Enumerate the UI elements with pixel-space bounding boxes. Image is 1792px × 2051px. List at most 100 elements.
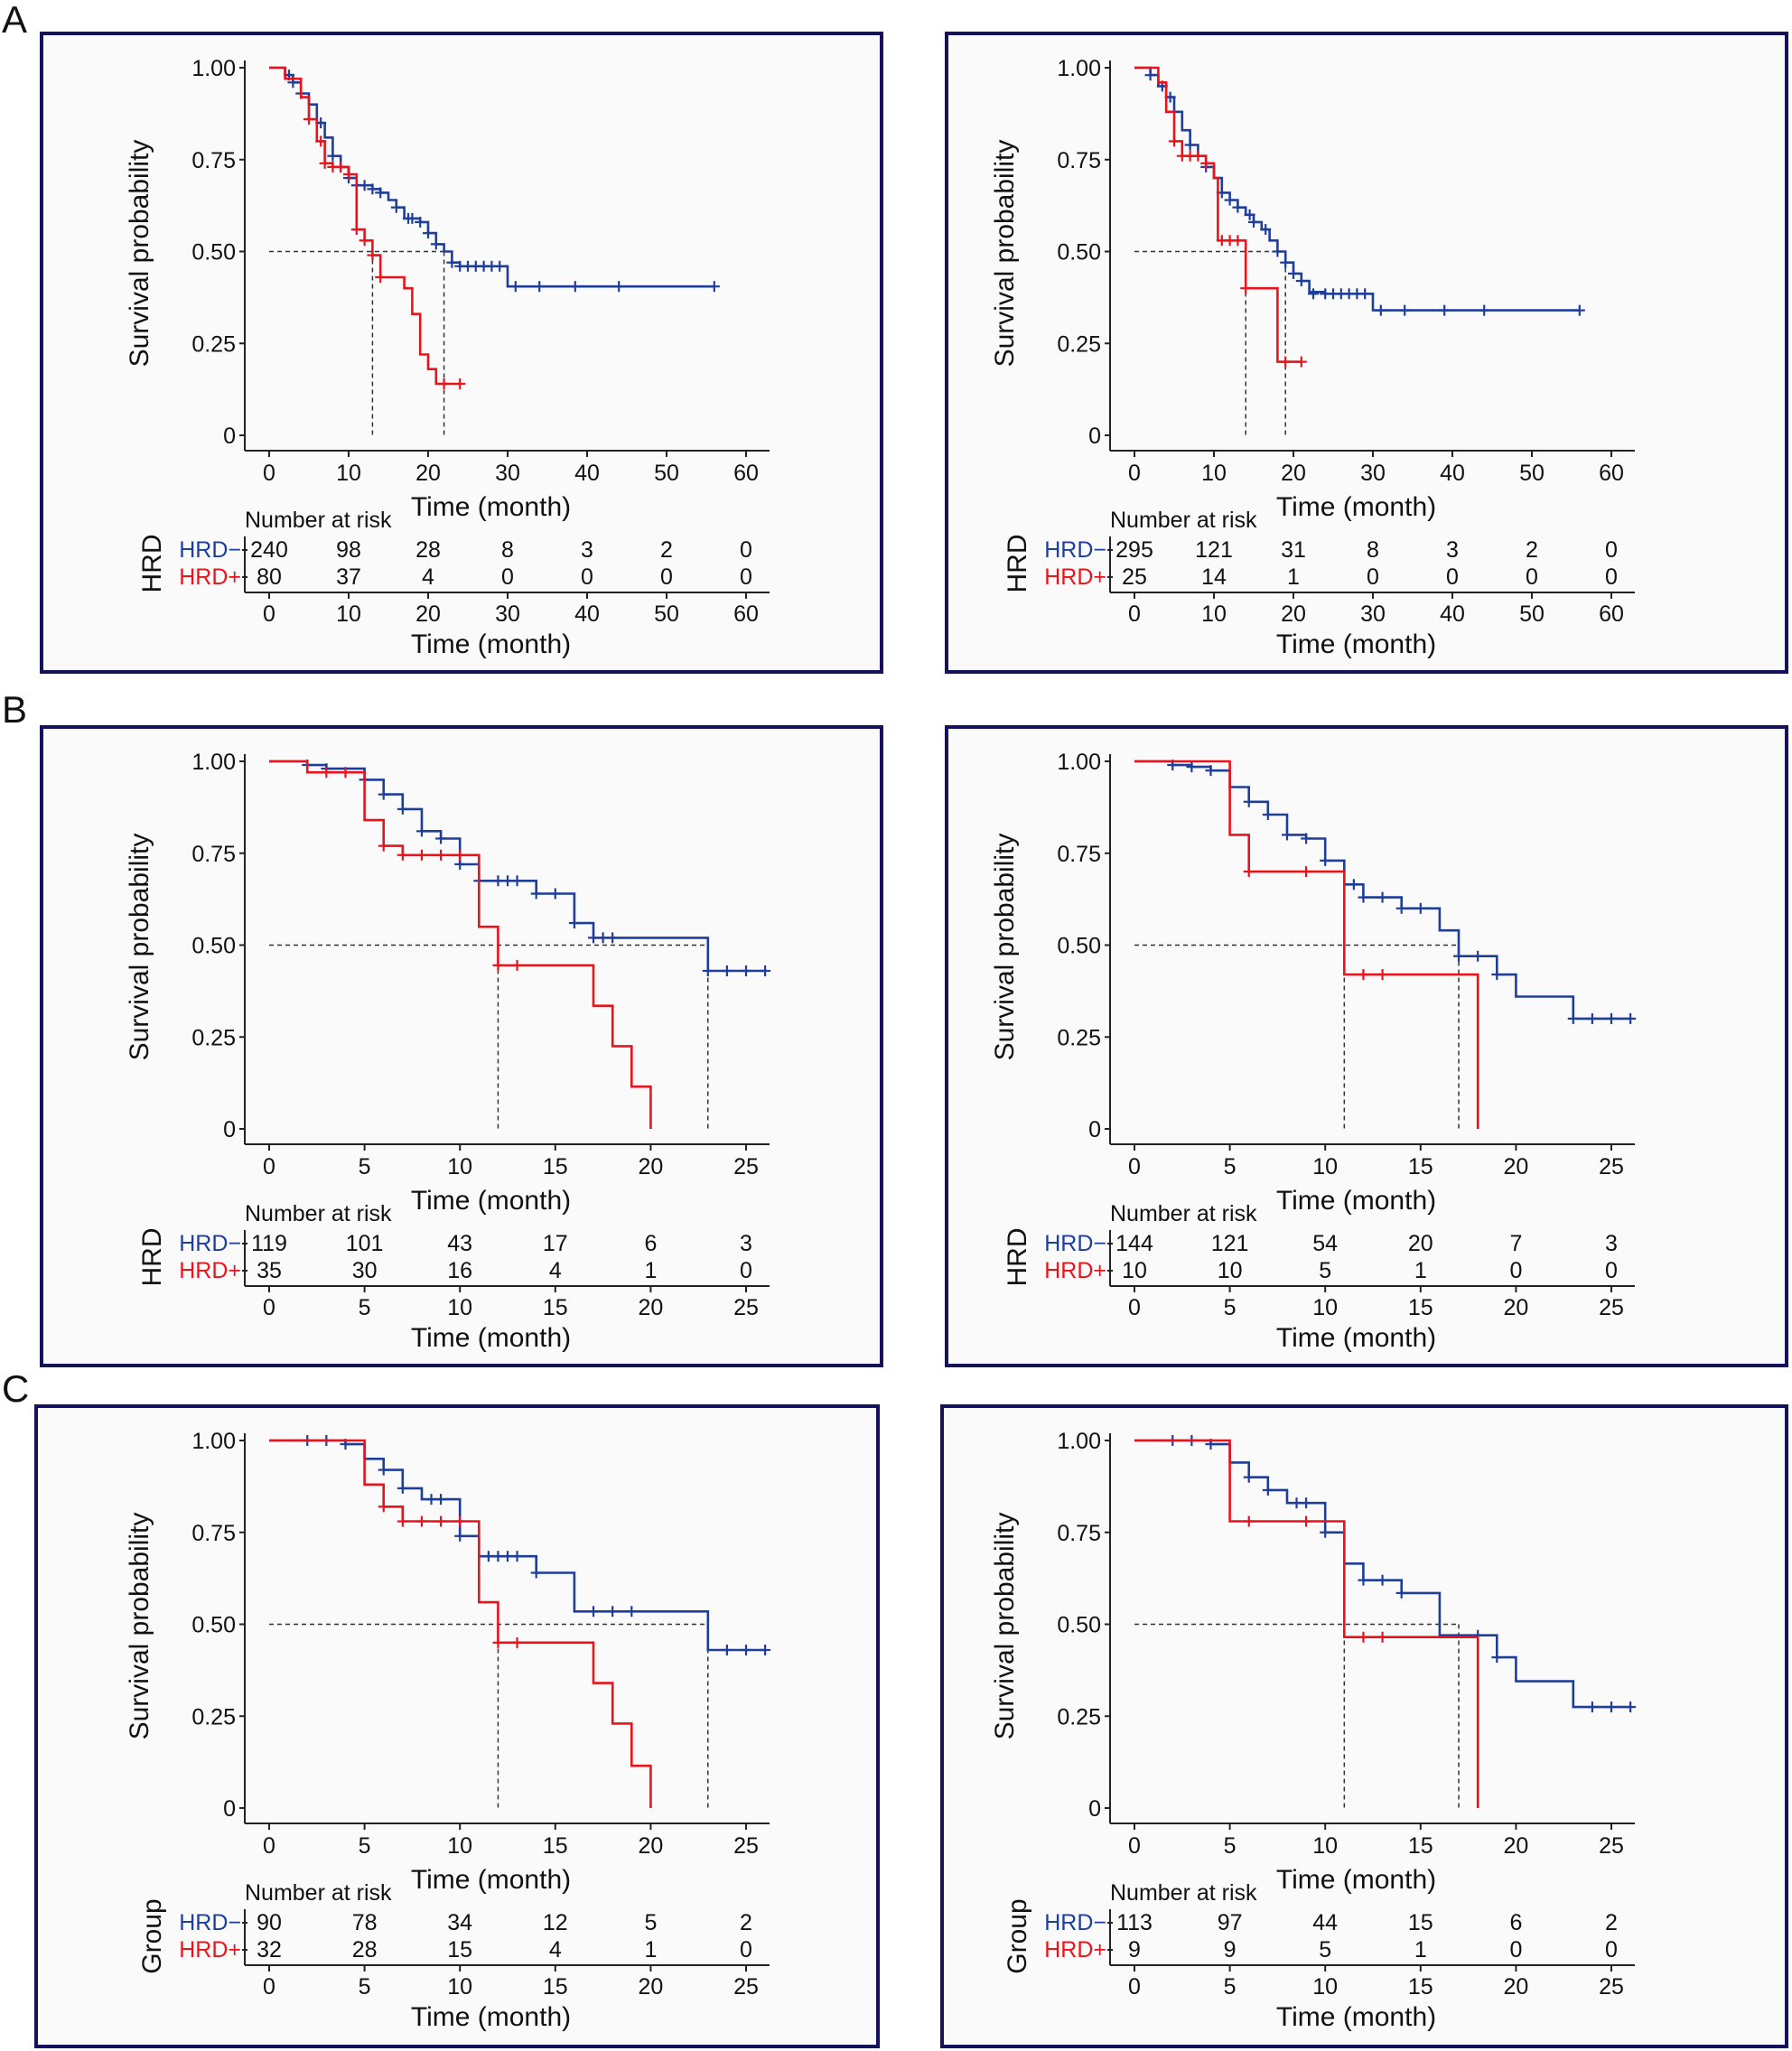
risk-x-tick-label: 15 xyxy=(1408,1295,1433,1320)
risk-count-hrd-neg: 3 xyxy=(1446,537,1459,563)
risk-count-hrd-pos: 0 xyxy=(581,564,593,590)
x-tick-label: 25 xyxy=(733,1154,759,1179)
risk-count-hrd-pos: 1 xyxy=(1414,1937,1427,1962)
risk-count-hrd-neg: 8 xyxy=(1367,537,1379,563)
risk-x-tick-label: 20 xyxy=(1281,601,1306,627)
risk-x-tick-label: 25 xyxy=(1599,1974,1624,2000)
risk-count-hrd-pos: 0 xyxy=(501,564,514,590)
x-tick-label: 50 xyxy=(654,461,679,486)
x-tick-label: 10 xyxy=(1312,1154,1338,1179)
y-tick-label: 0.75 xyxy=(191,842,236,867)
risk-x-tick-label: 5 xyxy=(1224,1295,1237,1320)
risk-x-tick-label: 5 xyxy=(359,1295,371,1320)
risk-x-tick-label: 20 xyxy=(1503,1295,1528,1320)
y-axis-title: Survival probability xyxy=(125,834,154,1061)
risk-x-tick-label: 15 xyxy=(543,1974,568,2000)
risk-count-hrd-pos: 25 xyxy=(1122,564,1147,590)
panel-frame xyxy=(940,1404,1788,2048)
x-tick-label: 20 xyxy=(1281,461,1306,486)
x-tick-label: 10 xyxy=(336,461,361,486)
risk-x-tick-label: 15 xyxy=(1408,1974,1433,2000)
risk-count-hrd-neg: 121 xyxy=(1195,537,1233,563)
risk-count-hrd-neg: 98 xyxy=(336,537,361,563)
risk-x-tick-label: 0 xyxy=(1128,601,1141,627)
x-tick-label: 15 xyxy=(543,1833,568,1859)
risk-x-tick-label: 20 xyxy=(638,1295,663,1320)
risk-count-hrd-pos: 4 xyxy=(549,1937,562,1962)
risk-group-label-hrd-neg: HRD− xyxy=(1044,1231,1106,1256)
risk-x-tick-label: 10 xyxy=(1312,1974,1338,2000)
risk-count-hrd-pos: 9 xyxy=(1224,1937,1237,1962)
risk-x-tick-label: 60 xyxy=(1599,601,1624,627)
risk-count-hrd-pos: 0 xyxy=(660,564,673,590)
risk-count-hrd-neg: 54 xyxy=(1312,1231,1338,1256)
risk-x-tick-label: 0 xyxy=(263,1295,275,1320)
risk-table-title: Number at risk xyxy=(1110,508,1257,533)
y-tick-label: 0.25 xyxy=(191,1025,236,1050)
risk-group-label-hrd-pos: HRD+ xyxy=(1044,1258,1106,1283)
risk-count-hrd-neg: 7 xyxy=(1509,1231,1522,1256)
km-curve-hrd-pos xyxy=(269,760,652,1129)
y-tick-label: 0 xyxy=(1088,1117,1101,1142)
risk-x-tick-label: 60 xyxy=(733,601,759,627)
risk-x-tick-label: 20 xyxy=(415,601,441,627)
risk-count-hrd-neg: 34 xyxy=(447,1910,472,1935)
y-tick-label: 1.00 xyxy=(1057,56,1101,81)
risk-count-hrd-pos: 5 xyxy=(1319,1258,1331,1283)
risk-count-hrd-neg: 119 xyxy=(251,1231,287,1256)
risk-count-hrd-neg: 144 xyxy=(1115,1231,1153,1256)
risk-count-hrd-pos: 1 xyxy=(644,1937,657,1962)
x-tick-label: 10 xyxy=(447,1154,472,1179)
risk-count-hrd-pos: 14 xyxy=(1201,564,1227,590)
risk-x-tick-label: 50 xyxy=(1519,601,1545,627)
x-tick-label: 0 xyxy=(263,1833,275,1859)
risk-x-tick-label: 25 xyxy=(733,1974,759,2000)
risk-count-hrd-neg: 8 xyxy=(501,537,514,563)
risk-count-hrd-pos: 0 xyxy=(1446,564,1459,590)
y-tick-label: 0.75 xyxy=(1057,842,1101,867)
risk-table-title: Number at risk xyxy=(245,1201,392,1226)
y-tick-label: 1.00 xyxy=(1057,750,1101,775)
risk-count-hrd-pos: 1 xyxy=(1414,1258,1427,1283)
risk-group-label-hrd-neg: HRD− xyxy=(1044,537,1106,563)
x-tick-label: 0 xyxy=(1128,461,1141,486)
risk-count-hrd-neg: 28 xyxy=(415,537,441,563)
y-tick-label: 0.75 xyxy=(1057,148,1101,173)
y-tick-label: 0.75 xyxy=(191,1521,236,1546)
x-tick-label: 0 xyxy=(263,1154,275,1179)
risk-count-hrd-pos: 0 xyxy=(1367,564,1379,590)
risk-x-tick-label: 15 xyxy=(543,1295,568,1320)
x-tick-label: 40 xyxy=(574,461,600,486)
x-tick-label: 5 xyxy=(359,1154,371,1179)
risk-count-hrd-neg: 90 xyxy=(257,1910,282,1935)
risk-count-hrd-neg: 240 xyxy=(250,537,288,563)
risk-count-hrd-pos: 0 xyxy=(740,1937,752,1962)
panel-frame xyxy=(34,1404,880,2048)
x-axis-title: Time (month) xyxy=(1276,1865,1436,1895)
risk-count-hrd-pos: 1 xyxy=(1287,564,1300,590)
risk-count-hrd-pos: 4 xyxy=(422,564,434,590)
risk-x-tick-label: 25 xyxy=(733,1295,759,1320)
risk-count-hrd-neg: 2 xyxy=(660,537,673,563)
risk-count-hrd-pos: 0 xyxy=(740,1258,752,1283)
x-tick-label: 20 xyxy=(638,1833,663,1859)
risk-group-label-hrd-neg: HRD− xyxy=(1044,1910,1106,1935)
risk-table-title: Number at risk xyxy=(1110,1201,1257,1226)
risk-count-hrd-pos: 15 xyxy=(447,1937,472,1962)
risk-table-title: Number at risk xyxy=(1110,1880,1257,1906)
risk-count-hrd-pos: 0 xyxy=(1509,1937,1522,1962)
x-axis-title: Time (month) xyxy=(411,1186,571,1216)
risk-x-tick-label: 0 xyxy=(263,1974,275,2000)
risk-group-label-hrd-pos: HRD+ xyxy=(179,1258,241,1283)
x-tick-label: 25 xyxy=(1599,1154,1624,1179)
risk-x-tick-label: 10 xyxy=(447,1295,472,1320)
x-tick-label: 25 xyxy=(733,1833,759,1859)
panel-frame xyxy=(945,32,1788,674)
y-tick-label: 0.25 xyxy=(191,331,236,357)
risk-x-axis-title: Time (month) xyxy=(411,2002,571,2032)
risk-x-axis-title: Time (month) xyxy=(1276,629,1436,659)
risk-count-hrd-pos: 37 xyxy=(336,564,361,590)
risk-table-title: Number at risk xyxy=(245,508,392,533)
